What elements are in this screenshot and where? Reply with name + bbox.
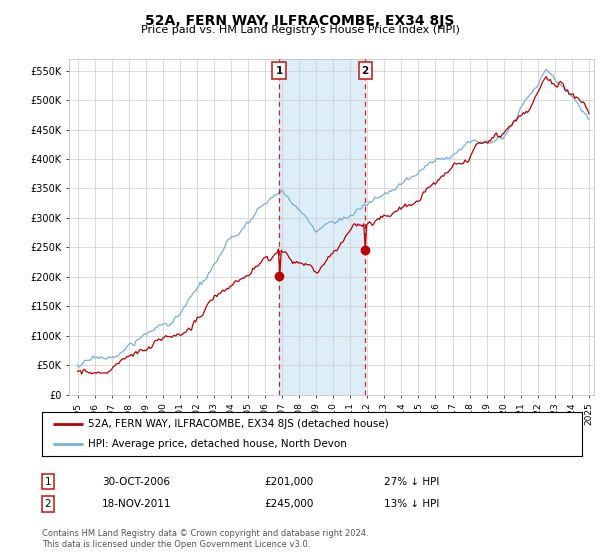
Text: 2: 2 bbox=[362, 66, 369, 76]
Bar bbox=[279, 59, 365, 395]
Text: 1: 1 bbox=[44, 477, 52, 487]
Text: Price paid vs. HM Land Registry's House Price Index (HPI): Price paid vs. HM Land Registry's House … bbox=[140, 25, 460, 35]
Text: 30-OCT-2006: 30-OCT-2006 bbox=[102, 477, 170, 487]
Text: 52A, FERN WAY, ILFRACOMBE, EX34 8JS: 52A, FERN WAY, ILFRACOMBE, EX34 8JS bbox=[145, 14, 455, 28]
Text: 27% ↓ HPI: 27% ↓ HPI bbox=[384, 477, 439, 487]
Text: £201,000: £201,000 bbox=[264, 477, 313, 487]
Text: £245,000: £245,000 bbox=[264, 499, 313, 509]
Text: Contains HM Land Registry data © Crown copyright and database right 2024.
This d: Contains HM Land Registry data © Crown c… bbox=[42, 529, 368, 549]
Text: 18-NOV-2011: 18-NOV-2011 bbox=[102, 499, 172, 509]
Text: 2: 2 bbox=[44, 499, 52, 509]
Text: HPI: Average price, detached house, North Devon: HPI: Average price, detached house, Nort… bbox=[88, 439, 347, 449]
Text: 52A, FERN WAY, ILFRACOMBE, EX34 8JS (detached house): 52A, FERN WAY, ILFRACOMBE, EX34 8JS (det… bbox=[88, 419, 389, 429]
Text: 1: 1 bbox=[275, 66, 283, 76]
Text: 13% ↓ HPI: 13% ↓ HPI bbox=[384, 499, 439, 509]
